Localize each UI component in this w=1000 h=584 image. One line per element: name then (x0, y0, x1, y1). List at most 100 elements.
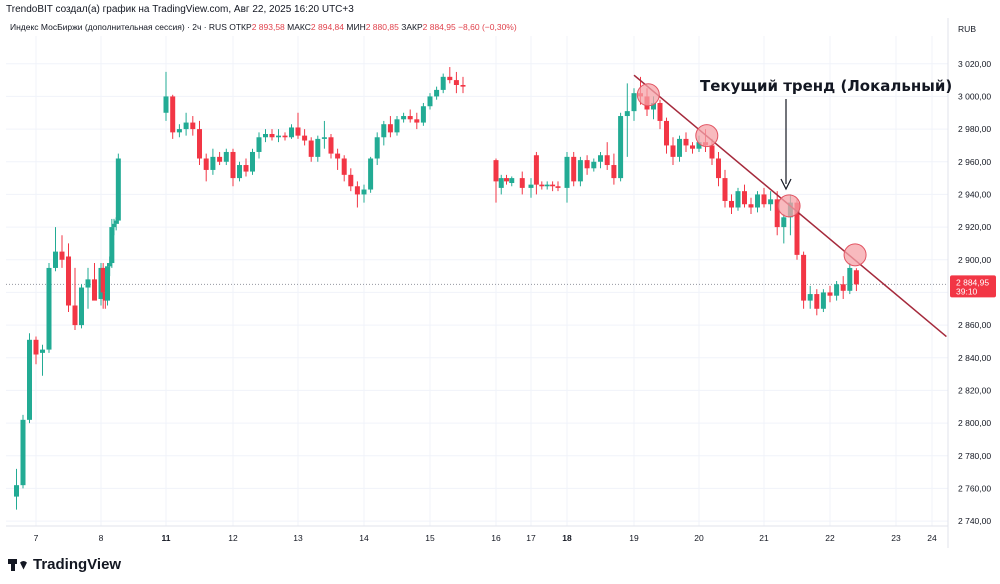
candle-up[interactable] (820, 292, 826, 309)
candle-down[interactable] (840, 284, 846, 291)
candle-up[interactable] (361, 189, 367, 195)
candle-down[interactable] (504, 178, 509, 182)
candle-up[interactable] (420, 106, 426, 123)
candle-up[interactable] (115, 158, 121, 221)
trend-touch-circle[interactable] (777, 194, 801, 218)
candle-down[interactable] (170, 96, 176, 133)
candle-down[interactable] (59, 251, 65, 260)
candle-up[interactable] (781, 217, 787, 228)
candle-down[interactable] (217, 156, 223, 162)
candle-up[interactable] (111, 223, 117, 228)
candle-up[interactable] (631, 93, 637, 112)
candle-down[interactable] (460, 85, 466, 87)
symbol-label[interactable]: Индекс МосБиржи (дополнительная сессия) … (10, 22, 227, 32)
candle-up[interactable] (528, 184, 534, 188)
candle-up[interactable] (113, 220, 119, 224)
candle-down[interactable] (683, 138, 689, 146)
candle-up[interactable] (53, 251, 58, 268)
candle-down[interactable] (33, 339, 39, 355)
candle-up[interactable] (427, 96, 433, 107)
candle-down[interactable] (584, 160, 590, 169)
candle-down[interactable] (801, 254, 807, 301)
candle-down[interactable] (387, 124, 393, 133)
candle-up[interactable] (624, 111, 630, 117)
candle-up[interactable] (498, 178, 504, 188)
trend-touch-circle[interactable] (843, 243, 867, 267)
candle-down[interactable] (414, 119, 420, 123)
candle-up[interactable] (394, 119, 400, 133)
candle-up[interactable] (321, 137, 327, 139)
candle-down[interactable] (533, 155, 539, 185)
candle-up[interactable] (577, 160, 583, 182)
candle-up[interactable] (807, 294, 813, 301)
candle-down[interactable] (100, 267, 106, 293)
candle-up[interactable] (847, 267, 853, 291)
candle-down[interactable] (348, 174, 354, 187)
candle-up[interactable] (434, 89, 440, 97)
candle-up[interactable] (768, 199, 774, 205)
candle-down[interactable] (571, 156, 577, 182)
candle-down[interactable] (335, 153, 341, 159)
candle-down[interactable] (190, 122, 196, 130)
candle-up[interactable] (440, 76, 446, 90)
candle-down[interactable] (827, 292, 833, 296)
candle-down[interactable] (243, 165, 249, 172)
candle-down[interactable] (72, 305, 78, 326)
candle-down[interactable] (748, 204, 754, 208)
candle-up[interactable] (223, 151, 229, 162)
candle-up[interactable] (401, 116, 407, 120)
candle-down[interactable] (690, 145, 695, 149)
candle-up[interactable] (27, 339, 32, 420)
candle-up[interactable] (20, 419, 26, 486)
candle-down[interactable] (664, 120, 669, 146)
candle-down[interactable] (742, 191, 747, 205)
candle-down[interactable] (550, 184, 556, 187)
candle-up[interactable] (250, 151, 255, 172)
candle-up[interactable] (618, 116, 624, 179)
candle-up[interactable] (237, 165, 242, 179)
candle-up[interactable] (544, 184, 550, 187)
candle-down[interactable] (453, 80, 459, 85)
candle-up[interactable] (591, 161, 597, 169)
candle-down[interactable] (203, 158, 209, 170)
candle-down[interactable] (66, 256, 71, 306)
candle-up[interactable] (755, 194, 760, 208)
candle-up[interactable] (109, 227, 115, 264)
candle-up[interactable] (256, 137, 262, 152)
candle-down[interactable] (716, 158, 721, 179)
candle-down[interactable] (611, 165, 617, 179)
candle-down[interactable] (197, 129, 202, 159)
candle-down[interactable] (407, 116, 413, 120)
candle-up[interactable] (651, 102, 656, 110)
candle-down[interactable] (354, 186, 360, 195)
candle-down[interactable] (493, 160, 499, 182)
candle-up[interactable] (263, 134, 268, 138)
candle-down[interactable] (308, 140, 314, 157)
candle-down[interactable] (729, 200, 734, 208)
candle-down[interactable] (794, 202, 800, 255)
trend-touch-circle[interactable] (695, 124, 719, 148)
candle-up[interactable] (105, 266, 110, 301)
candle-down[interactable] (341, 158, 347, 175)
candle-up[interactable] (696, 142, 702, 149)
candle-down[interactable] (328, 137, 334, 154)
candle-down[interactable] (774, 199, 780, 228)
candle-down[interactable] (814, 294, 820, 309)
candle-down[interactable] (92, 279, 97, 301)
candle-up[interactable] (176, 129, 182, 133)
candle-up[interactable] (183, 122, 189, 130)
trend-touch-circle[interactable] (636, 83, 660, 107)
candle-down[interactable] (539, 184, 545, 187)
candle-down[interactable] (555, 186, 561, 188)
candle-up[interactable] (374, 137, 380, 159)
candle-down[interactable] (709, 145, 715, 159)
candle-down[interactable] (302, 135, 308, 141)
candle-up[interactable] (46, 267, 52, 350)
candle-up[interactable] (210, 156, 216, 170)
candle-down[interactable] (853, 270, 859, 285)
candle-down[interactable] (657, 102, 663, 121)
candle-down[interactable] (282, 135, 288, 138)
candle-up[interactable] (289, 127, 294, 138)
currency-label[interactable]: RUB (958, 24, 976, 34)
